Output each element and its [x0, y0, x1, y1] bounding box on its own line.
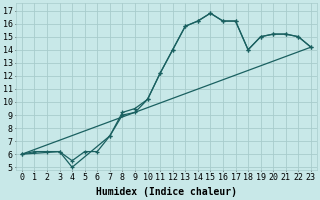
X-axis label: Humidex (Indice chaleur): Humidex (Indice chaleur): [96, 187, 237, 197]
